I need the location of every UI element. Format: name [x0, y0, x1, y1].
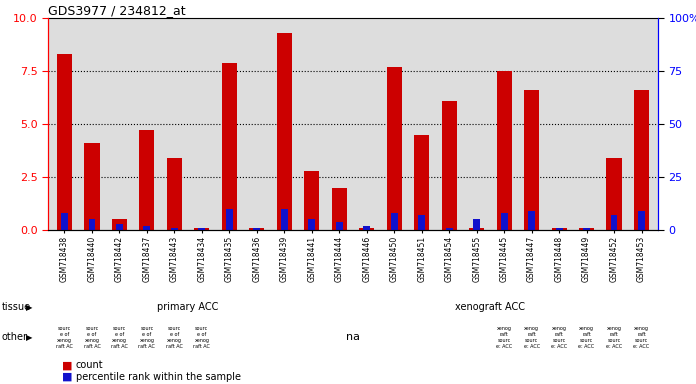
Bar	[610, 215, 617, 230]
Bar	[226, 209, 232, 230]
Bar	[336, 222, 342, 230]
Text: primary ACC: primary ACC	[157, 303, 219, 313]
Bar	[304, 170, 319, 230]
Text: xenog
raft
sourc
e: ACC: xenog raft sourc e: ACC	[496, 326, 512, 349]
Bar	[524, 90, 539, 230]
Bar	[469, 228, 484, 230]
Text: sourc
e of
xenog
raft AC: sourc e of xenog raft AC	[139, 326, 155, 349]
Text: ■: ■	[62, 360, 72, 370]
Bar	[332, 188, 347, 230]
Text: sourc
e of
xenog
raft AC: sourc e of xenog raft AC	[56, 326, 73, 349]
Bar	[579, 228, 594, 230]
Text: ▶: ▶	[26, 333, 33, 342]
Bar	[222, 63, 237, 230]
Bar	[84, 143, 100, 230]
Text: xenog
raft
sourc
e: ACC: xenog raft sourc e: ACC	[551, 326, 567, 349]
Text: xenograft ACC: xenograft ACC	[455, 303, 525, 313]
Text: count: count	[76, 360, 104, 370]
Text: ▶: ▶	[26, 303, 33, 312]
Bar	[359, 228, 374, 230]
Text: sourc
e of
xenog
raft AC: sourc e of xenog raft AC	[111, 326, 128, 349]
Bar	[638, 211, 645, 230]
Bar	[363, 226, 370, 230]
Bar	[634, 90, 649, 230]
Bar	[496, 71, 512, 230]
Text: GDS3977 / 234812_at: GDS3977 / 234812_at	[48, 3, 186, 17]
Bar	[194, 228, 209, 230]
Bar	[555, 228, 562, 230]
Text: xenog
raft
sourc
e: ACC: xenog raft sourc e: ACC	[606, 326, 622, 349]
Bar	[551, 228, 567, 230]
Bar	[57, 54, 72, 230]
Bar	[473, 219, 480, 230]
Text: xenog
raft
sourc
e: ACC: xenog raft sourc e: ACC	[633, 326, 649, 349]
Bar	[528, 211, 535, 230]
Bar	[116, 223, 123, 230]
Text: xenog
raft
sourc
e: ACC: xenog raft sourc e: ACC	[578, 326, 594, 349]
Bar	[249, 228, 264, 230]
Bar	[171, 228, 178, 230]
Bar	[418, 215, 425, 230]
Bar	[61, 213, 68, 230]
Text: sourc
e of
xenog
raft AC: sourc e of xenog raft AC	[166, 326, 183, 349]
Bar	[198, 228, 205, 230]
Bar	[445, 228, 452, 230]
Bar	[253, 228, 260, 230]
Text: tissue: tissue	[1, 303, 31, 313]
Bar	[167, 158, 182, 230]
Text: xenog
raft
sourc
e: ACC: xenog raft sourc e: ACC	[523, 326, 539, 349]
Text: na: na	[346, 333, 360, 343]
Text: sourc
e of
xenog
raft AC: sourc e of xenog raft AC	[193, 326, 210, 349]
Bar	[143, 226, 150, 230]
Text: ■: ■	[62, 372, 72, 382]
Text: other: other	[1, 333, 27, 343]
Bar	[387, 67, 402, 230]
Bar	[390, 213, 397, 230]
Bar	[414, 135, 429, 230]
Text: percentile rank within the sample: percentile rank within the sample	[76, 372, 241, 382]
Bar	[112, 219, 127, 230]
Bar	[308, 219, 315, 230]
Bar	[606, 158, 622, 230]
Bar	[281, 209, 287, 230]
Bar	[277, 33, 292, 230]
Text: sourc
e of
xenog
raft AC: sourc e of xenog raft AC	[84, 326, 100, 349]
Bar	[139, 130, 155, 230]
Bar	[88, 219, 95, 230]
Bar	[583, 228, 590, 230]
Bar	[442, 101, 457, 230]
Bar	[500, 213, 507, 230]
